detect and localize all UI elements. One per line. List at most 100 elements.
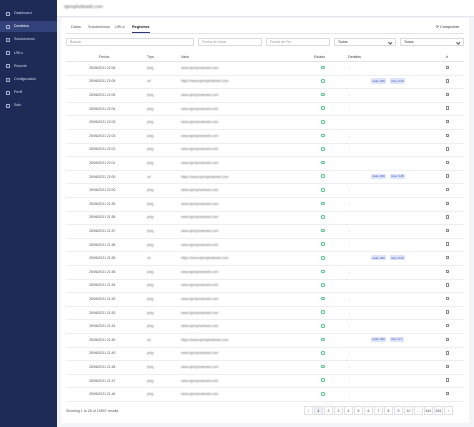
menu-item[interactable]: Subdominios — [0, 34, 57, 45]
tab[interactable]: Registros — [132, 23, 150, 33]
table-row: 25/06/2021 21:56 ping www.ejemplodeweb.com… — [66, 238, 464, 253]
details: - — [349, 310, 351, 315]
type-select[interactable]: Todos — [400, 38, 464, 46]
value: https://www.ejemplodeweb.com — [181, 256, 229, 261]
menu-item[interactable]: URLs — [0, 48, 57, 59]
open-link[interactable] — [446, 187, 450, 192]
open-link[interactable] — [446, 215, 450, 219]
open-link[interactable] — [446, 242, 450, 246]
value: www.ejemplodeweb.com — [181, 242, 219, 247]
column-header: # — [446, 55, 448, 59]
table-row: 25/06/2021 21:59 ping www.ejemplodeweb.com… — [66, 197, 464, 212]
date: 25/06/2021 21:58 — [89, 215, 116, 220]
page-button[interactable]: 5 — [354, 406, 363, 415]
menu-item[interactable]: Dashboard — [0, 8, 57, 19]
status-icon — [321, 215, 325, 219]
details: - — [349, 392, 351, 397]
page-button[interactable]: › — [444, 406, 453, 415]
open-link[interactable] — [446, 147, 450, 151]
menu-label: Dashboard — [14, 11, 32, 15]
table-row: 25/06/2021 21:54 ping www.ejemplodeweb.com — [66, 279, 464, 294]
value: www.ejemplodeweb.com — [181, 310, 219, 315]
open-link[interactable] — [446, 160, 450, 165]
type: ping — [147, 228, 154, 233]
end-date[interactable]: Fecha de Fin — [266, 38, 330, 46]
type: ping — [147, 188, 154, 193]
menu-item[interactable]: Configuración — [0, 74, 57, 85]
menu-item[interactable]: Reporte — [0, 61, 57, 72]
tab[interactable]: URLs — [115, 25, 125, 29]
open-link[interactable] — [446, 283, 450, 287]
page-button[interactable]: 9 — [394, 406, 403, 415]
type: ping — [147, 351, 154, 356]
page-button[interactable]: 7 — [374, 406, 383, 415]
open-link[interactable] — [446, 364, 450, 369]
status-icon — [321, 364, 325, 369]
type: ping — [147, 269, 154, 274]
open-link[interactable] — [446, 133, 450, 137]
page-button[interactable]: 8 — [384, 406, 393, 415]
page-button[interactable]: ‹ — [304, 406, 313, 415]
menu-item[interactable]: Perfil — [0, 87, 57, 98]
check-button[interactable]: ⟳ Comprobar — [435, 25, 459, 29]
table-row: 25/06/2021 21:50 url https://www.ejemplode… — [66, 333, 464, 348]
open-link[interactable] — [446, 337, 450, 341]
column-header: Estado — [314, 55, 326, 59]
status-icon — [321, 269, 325, 274]
search-input[interactable]: Buscar — [66, 38, 194, 46]
menu-icon — [6, 90, 10, 95]
column-header: Tipo — [147, 55, 154, 59]
page-button[interactable]: 4 — [344, 406, 353, 415]
open-link[interactable] — [446, 119, 450, 124]
details: - — [349, 269, 351, 274]
detail-badge: code: 200 — [371, 336, 387, 342]
open-link[interactable] — [446, 310, 450, 314]
value: www.ejemplodeweb.com — [181, 120, 219, 125]
open-link[interactable] — [446, 391, 450, 396]
details: - — [349, 147, 351, 152]
status-icon — [321, 174, 325, 178]
page-button[interactable]: 614 — [424, 406, 433, 415]
details: - — [349, 65, 351, 70]
page-button[interactable]: 1 — [314, 406, 323, 415]
open-link[interactable] — [446, 269, 450, 273]
details: - — [349, 351, 351, 356]
open-link[interactable] — [446, 255, 450, 260]
status-select[interactable]: Todos — [334, 38, 396, 46]
table-row: 25/06/2021 21:58 ping www.ejemplodeweb.com — [66, 211, 464, 226]
date: 25/06/2021 22:06 — [89, 65, 116, 70]
open-link[interactable] — [446, 106, 450, 110]
page-button[interactable]: 6 — [364, 406, 373, 415]
page-button[interactable]: 2 — [324, 406, 333, 415]
tab[interactable]: Subdominios — [88, 25, 110, 29]
date: 25/06/2021 22:01 — [89, 160, 116, 165]
open-link[interactable] — [446, 228, 450, 233]
open-link[interactable] — [446, 296, 450, 301]
open-link[interactable] — [446, 65, 450, 69]
page-button[interactable]: 10 — [404, 406, 413, 415]
menu-item[interactable]: Dominios — [0, 21, 57, 33]
open-link[interactable] — [446, 323, 450, 328]
page-button[interactable]: ... — [414, 406, 423, 415]
date: 25/06/2021 21:52 — [89, 310, 116, 315]
open-link[interactable] — [446, 378, 450, 382]
page-button[interactable]: 3 — [334, 406, 343, 415]
tab[interactable]: Datos — [71, 25, 81, 29]
value: www.ejemplodeweb.com — [181, 133, 219, 138]
page-button[interactable]: 615 — [434, 406, 443, 415]
status-icon — [321, 147, 325, 151]
open-link[interactable] — [446, 174, 450, 178]
open-link[interactable] — [446, 92, 450, 97]
open-link[interactable] — [446, 351, 450, 355]
date: 25/06/2021 21:51 — [89, 324, 116, 329]
value: www.ejemplodeweb.com — [181, 364, 219, 369]
menu-item[interactable]: Salir — [0, 100, 57, 111]
start-date[interactable]: Fecha de Inicio — [198, 38, 262, 46]
details: - — [349, 201, 351, 206]
date: 25/06/2021 21:57 — [89, 228, 116, 233]
table-row: 25/06/2021 21:53 ping www.ejemplodeweb.com… — [66, 292, 464, 307]
status-icon — [321, 391, 325, 396]
open-link[interactable] — [446, 201, 450, 205]
open-link[interactable] — [446, 79, 450, 83]
